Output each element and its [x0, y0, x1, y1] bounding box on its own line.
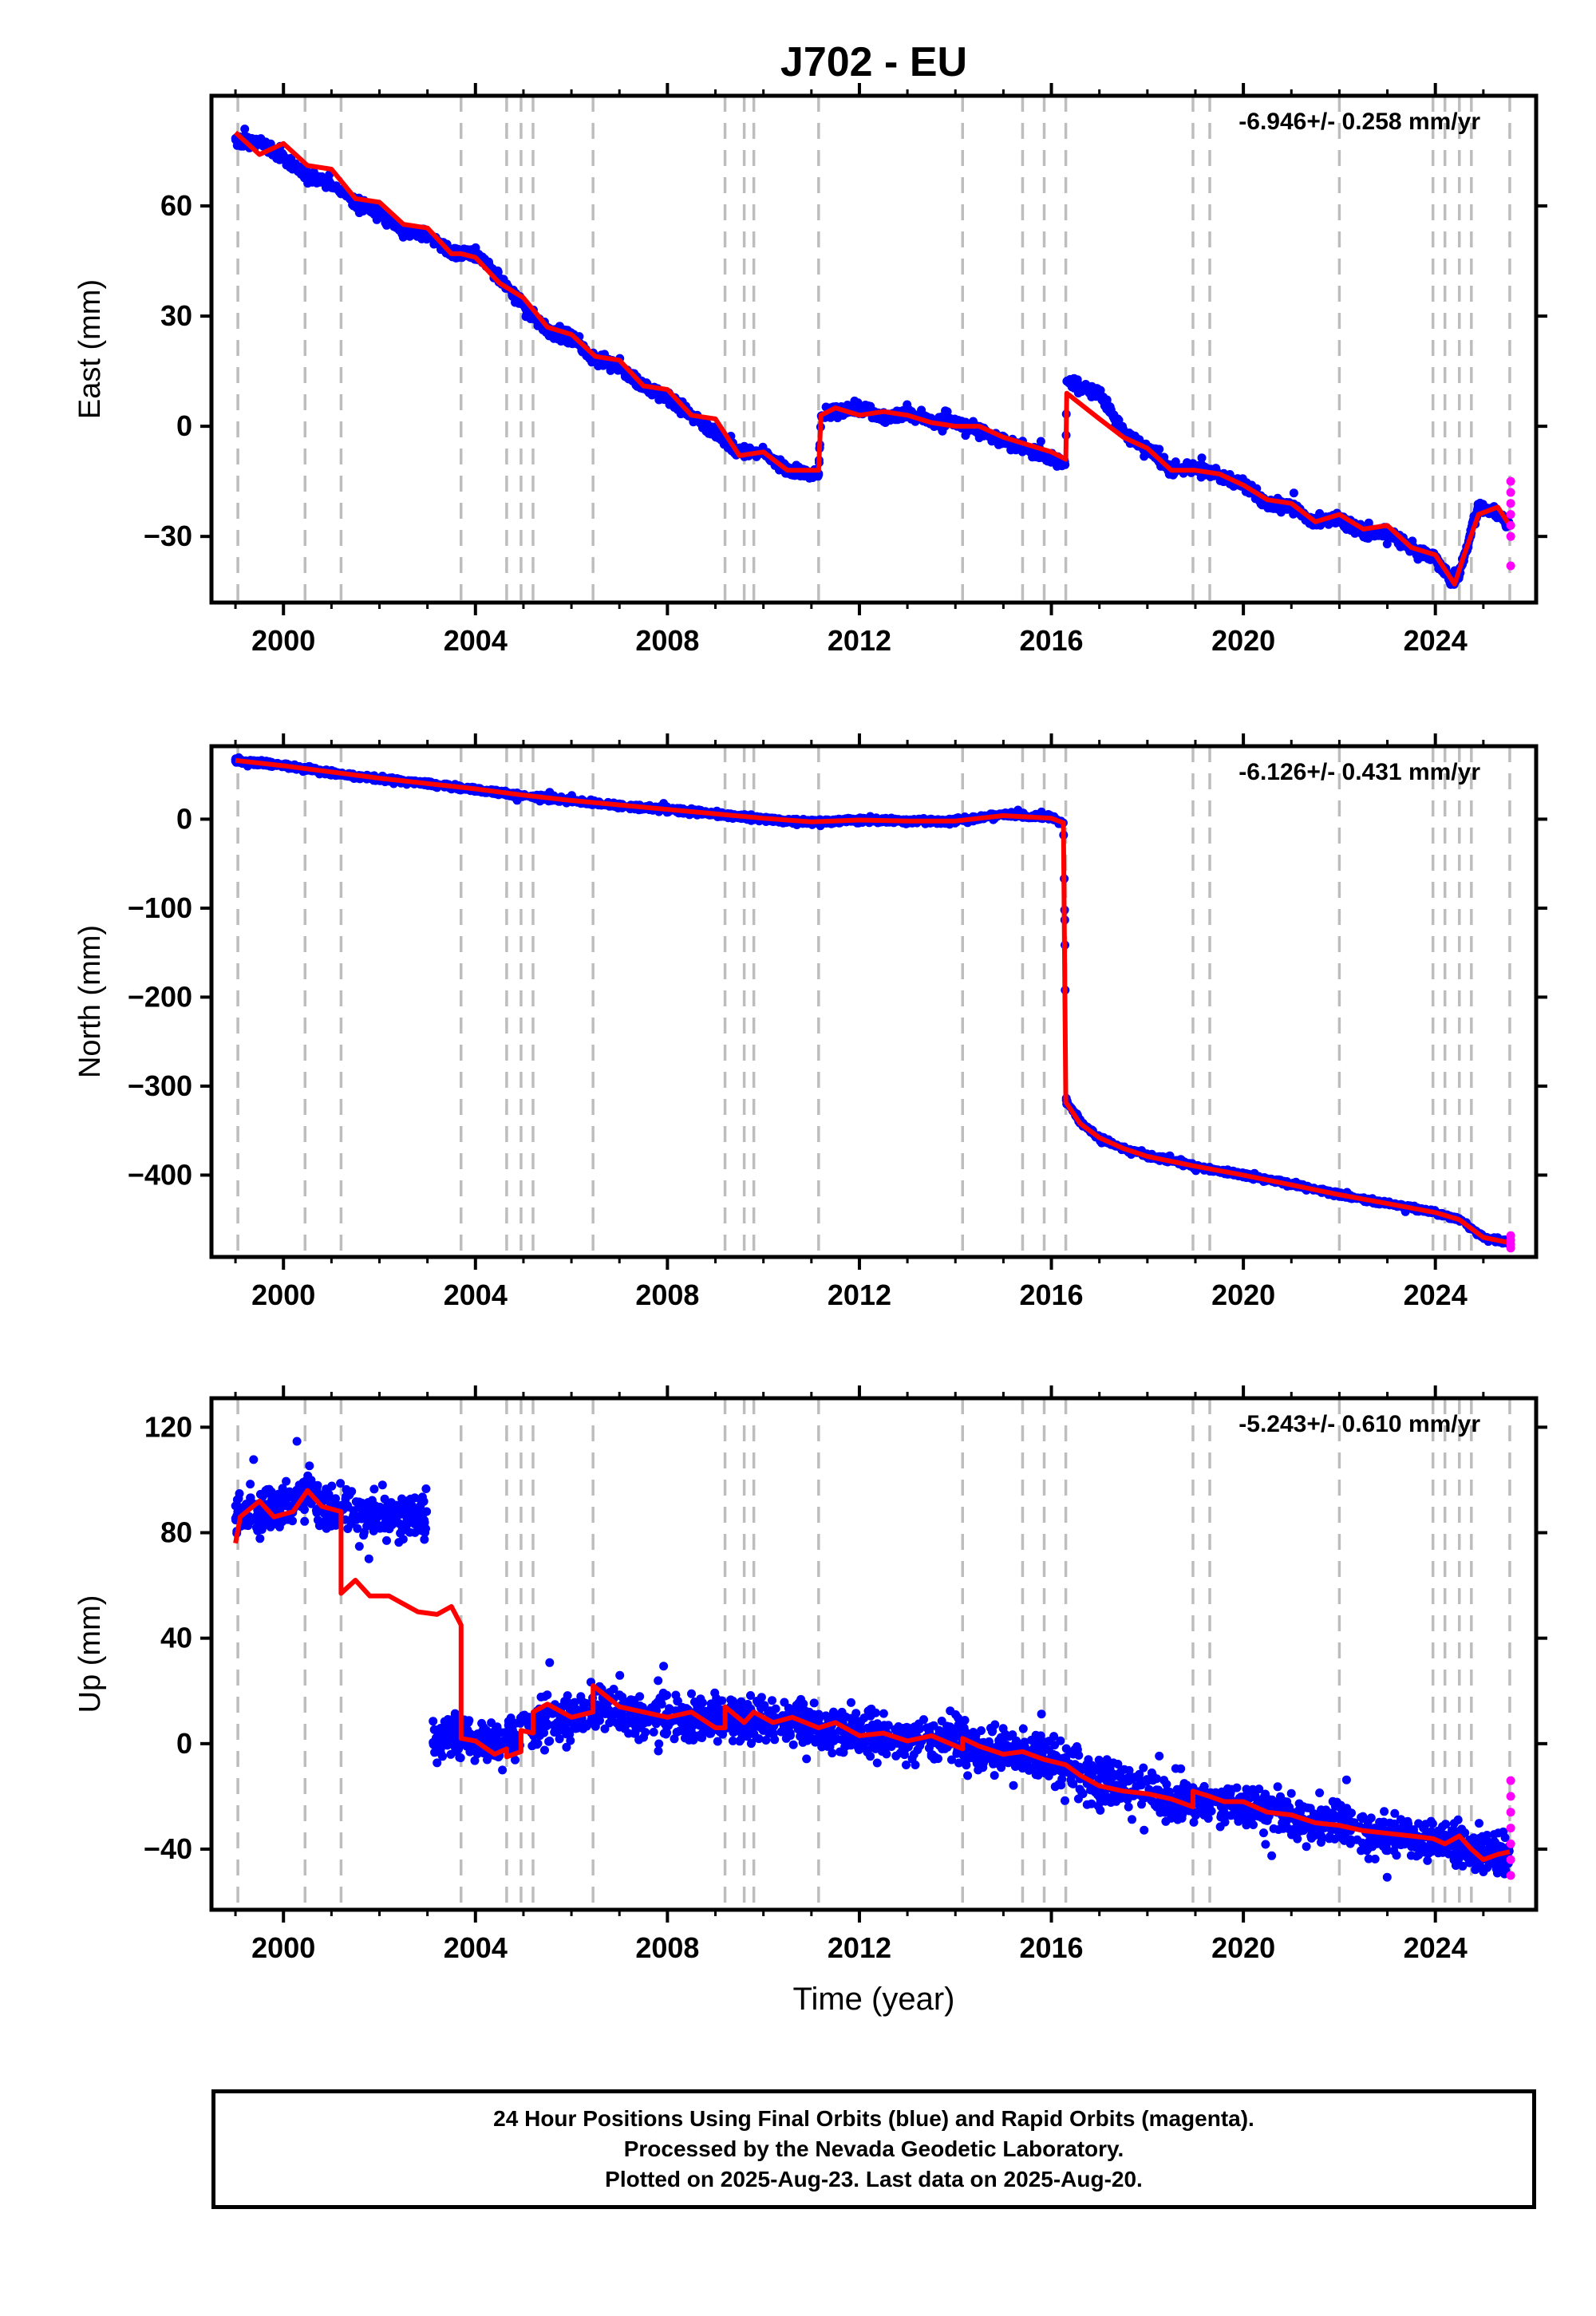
- rapid-orbit-point: [1506, 1792, 1515, 1801]
- plot-area: [231, 746, 1515, 1257]
- x-tick-label: 2024: [1404, 1279, 1468, 1311]
- footer-line-1: 24 Hour Positions Using Final Orbits (bl…: [493, 2106, 1254, 2131]
- rapid-orbit-point: [1506, 1808, 1515, 1817]
- rapid-orbit-point: [1506, 1243, 1515, 1253]
- x-tick-label: 2004: [444, 624, 508, 657]
- rapid-orbit-point: [1506, 1824, 1515, 1833]
- velocity-rate-label: -6.126+/- 0.431 mm/yr: [1238, 759, 1480, 785]
- chart-panel-2: −400 −300 −200 −100 0 2000 2004 2008 2012 2016 202…: [73, 733, 1547, 1311]
- y-tick-label: −100: [128, 891, 192, 924]
- y-tick-label: −200: [128, 980, 192, 1013]
- y-axis-label: East (mm): [73, 279, 107, 419]
- final-orbit-points: [231, 753, 1515, 1248]
- x-tick-label: 2012: [828, 624, 891, 657]
- rapid-orbit-point: [1506, 476, 1515, 486]
- rapid-orbit-point: [1506, 1776, 1515, 1785]
- chart-panel-3: −40 0 40 80 120 2000 2004 2008 2012 2016 2020 2024 U…: [73, 1385, 1547, 2017]
- plot-frame: [209, 93, 1539, 605]
- x-axis-label: Time (year): [793, 1982, 955, 2017]
- x-tick-label: 2016: [1019, 1931, 1083, 1964]
- rapid-orbit-point: [1506, 1839, 1515, 1848]
- footer-line-3: Plotted on 2025-Aug-23. Last data on 202…: [605, 2167, 1143, 2192]
- final-orbit-points: [231, 1437, 1514, 1882]
- x-tick-label: 2004: [444, 1931, 508, 1964]
- x-tick-label: 2012: [828, 1279, 891, 1311]
- final-orbit-points: [231, 124, 1514, 589]
- plot-frame: [209, 1396, 1539, 1912]
- x-tick-label: 2024: [1404, 624, 1468, 657]
- model-line: [234, 130, 1512, 587]
- chart-panel-1: −30 0 30 60 2000 2004 2008 2012 2016 2020 2024 East…: [73, 39, 1547, 657]
- x-tick-label: 2000: [251, 624, 315, 657]
- x-tick-label: 2024: [1404, 1931, 1468, 1964]
- y-tick-label: 0: [176, 409, 192, 442]
- x-tick-label: 2016: [1019, 1279, 1083, 1311]
- plot-area: [231, 96, 1515, 603]
- chart-title: J702 - EU: [780, 39, 967, 85]
- x-tick-label: 2008: [635, 1931, 699, 1964]
- footer-line-2: Processed by the Nevada Geodetic Laborat…: [623, 2136, 1124, 2161]
- y-tick-label: 30: [160, 299, 192, 332]
- model-line: [233, 1488, 1511, 1863]
- rapid-orbit-point: [1506, 532, 1515, 541]
- y-axis-label: North (mm): [73, 925, 107, 1078]
- y-tick-label: 60: [160, 189, 192, 222]
- y-tick-label: −300: [128, 1069, 192, 1102]
- rapid-orbit-point: [1506, 1871, 1515, 1880]
- y-tick-label: 120: [144, 1410, 192, 1443]
- x-tick-label: 2016: [1019, 624, 1083, 657]
- y-tick-label: −30: [144, 520, 192, 552]
- y-tick-label: 0: [176, 1727, 192, 1760]
- y-tick-label: −400: [128, 1158, 192, 1191]
- x-tick-label: 2008: [635, 624, 699, 657]
- x-tick-label: 2000: [251, 1931, 315, 1964]
- rapid-orbit-point: [1506, 561, 1515, 571]
- model-line: [235, 757, 1511, 1246]
- x-tick-label: 2020: [1211, 1279, 1275, 1311]
- y-axis-label: Up (mm): [73, 1595, 107, 1713]
- x-tick-label: 2020: [1211, 1931, 1275, 1964]
- plot-frame: [209, 744, 1539, 1259]
- rapid-orbit-point: [1506, 1855, 1515, 1864]
- x-tick-label: 2004: [444, 1279, 508, 1311]
- x-tick-label: 2020: [1211, 624, 1275, 657]
- velocity-rate-label: -6.946+/- 0.258 mm/yr: [1238, 109, 1480, 135]
- rapid-orbit-point: [1506, 488, 1515, 497]
- y-tick-label: 0: [176, 802, 192, 835]
- rapid-orbit-point: [1506, 520, 1515, 530]
- y-tick-label: −40: [144, 1832, 192, 1865]
- x-tick-label: 2012: [828, 1931, 891, 1964]
- velocity-rate-label: -5.243+/- 0.610 mm/yr: [1238, 1411, 1480, 1437]
- y-tick-label: 80: [160, 1516, 192, 1549]
- x-tick-label: 2008: [635, 1279, 699, 1311]
- rapid-orbit-point: [1506, 510, 1515, 520]
- footer-box: 24 Hour Positions Using Final Orbits (bl…: [211, 2089, 1536, 2209]
- plot-area: [231, 1398, 1515, 1910]
- rapid-orbit-point: [1506, 499, 1515, 508]
- x-tick-label: 2000: [251, 1279, 315, 1311]
- y-tick-label: 40: [160, 1622, 192, 1654]
